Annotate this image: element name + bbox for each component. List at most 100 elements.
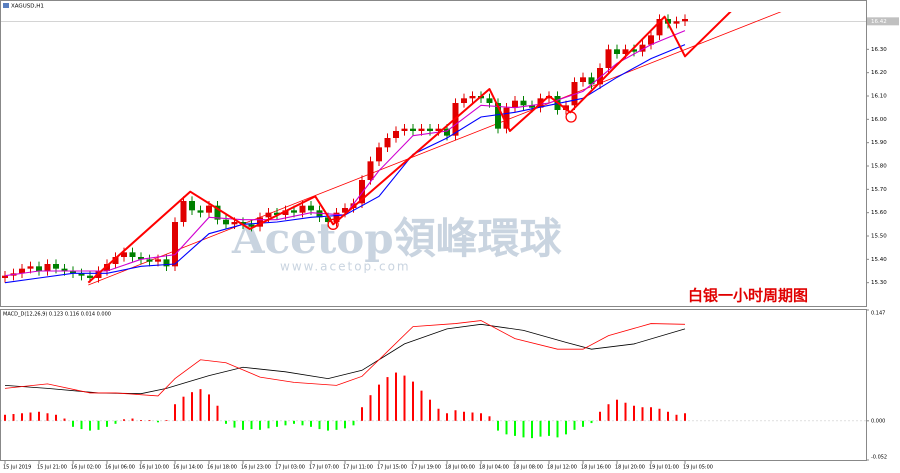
candle-body xyxy=(656,19,663,36)
histogram-bar xyxy=(63,418,66,421)
candle-body xyxy=(61,268,68,271)
candle-body xyxy=(121,252,127,257)
histogram-bar xyxy=(633,405,635,421)
histogram-bar xyxy=(463,411,465,421)
histogram-bar xyxy=(327,420,329,431)
candle-body xyxy=(444,128,450,136)
histogram-bar xyxy=(395,372,397,421)
histogram-bar xyxy=(165,420,168,421)
candle-body xyxy=(520,100,527,106)
candle-body xyxy=(146,259,153,262)
candle-body xyxy=(231,222,238,225)
y-tick-label: 15.30 xyxy=(871,280,887,286)
histogram-bar xyxy=(590,420,593,424)
histogram-bar xyxy=(556,420,559,438)
histogram-bar xyxy=(437,408,440,421)
x-tick-label: 18 Jul 00:00 xyxy=(445,465,475,471)
histogram-bar xyxy=(259,420,261,430)
candle-body xyxy=(580,77,586,82)
histogram-bar xyxy=(658,408,661,421)
histogram-bar xyxy=(403,375,406,421)
candle-body xyxy=(70,271,76,274)
y-tick-label: 15.50 xyxy=(871,234,887,240)
macd-title: MACD_D(12,26,9) 0.123 0.116 0.014 0.000 xyxy=(3,312,111,318)
histogram-bar xyxy=(55,414,57,421)
histogram-bar xyxy=(267,420,270,429)
candle-body xyxy=(223,219,229,225)
x-tick-label: 18 Jul 04:00 xyxy=(479,465,509,471)
histogram-bar xyxy=(471,412,474,421)
candle-body xyxy=(189,201,195,211)
macd-plot xyxy=(1,320,866,439)
candle-body xyxy=(359,180,365,204)
histogram-bar xyxy=(582,420,584,427)
candle-body xyxy=(673,21,680,24)
candle-body xyxy=(265,212,272,218)
candle-body xyxy=(461,98,467,103)
candle-body xyxy=(622,49,629,54)
candle-body xyxy=(342,208,348,213)
candle-body xyxy=(53,264,59,269)
histogram-bar xyxy=(378,384,380,421)
x-tick-label: 16 Jul 06:00 xyxy=(105,465,135,471)
histogram-bar xyxy=(641,407,644,421)
candle-body xyxy=(367,161,374,180)
candle-body xyxy=(197,210,204,213)
histogram-bar xyxy=(233,420,236,428)
candle-body xyxy=(631,49,637,52)
x-tick-label: 15 Jul 2019 xyxy=(3,465,31,471)
histogram-bar xyxy=(684,413,686,421)
histogram-bar xyxy=(565,420,567,435)
candle-body xyxy=(129,252,136,257)
candle-body xyxy=(486,98,493,103)
histogram-bar xyxy=(106,420,108,427)
last-price-label: 16.42 xyxy=(871,19,887,25)
histogram-bar xyxy=(505,420,508,435)
candle-body xyxy=(588,77,595,85)
histogram-bar xyxy=(148,420,151,421)
histogram-bar xyxy=(386,377,389,421)
candle-body xyxy=(401,128,408,131)
candle-body xyxy=(78,273,85,276)
histogram-bar xyxy=(446,413,448,421)
x-tick-label: 18 Jul 12:00 xyxy=(547,465,577,471)
histogram-bar xyxy=(352,420,355,426)
histogram-bar xyxy=(531,420,533,439)
y-tick-label: 16.10 xyxy=(871,94,887,100)
x-tick-label: 16 Jul 14:00 xyxy=(173,465,203,471)
x-tick-label: 17 Jul 15:00 xyxy=(377,465,407,471)
candle-body xyxy=(104,264,110,271)
histogram-bar xyxy=(480,413,482,421)
candle-body xyxy=(597,68,603,85)
histogram-bar xyxy=(420,390,423,421)
x-tick-label: 19 Jul 01:00 xyxy=(649,465,679,471)
histogram-bar xyxy=(191,392,193,421)
x-tick-label: 15 Jul 21:00 xyxy=(37,465,67,471)
candle-body xyxy=(512,100,518,108)
price-pane xyxy=(0,0,867,307)
candle-body xyxy=(299,205,306,213)
histogram-bar xyxy=(361,407,363,421)
histogram-bar xyxy=(293,420,295,424)
candle-body xyxy=(155,259,161,262)
candle-body xyxy=(172,222,178,267)
candle-body xyxy=(410,128,416,131)
marker-circle xyxy=(565,111,577,123)
x-tick-label: 16 Jul 18:00 xyxy=(207,465,237,471)
histogram-bar xyxy=(497,420,499,431)
histogram-bar xyxy=(284,420,287,426)
histogram-bar xyxy=(616,399,618,421)
histogram-bar xyxy=(335,420,338,430)
candle-body xyxy=(333,212,340,222)
candle-body xyxy=(138,257,144,260)
candle-body xyxy=(435,128,442,131)
macd-line xyxy=(4,323,686,395)
histogram-bar xyxy=(599,411,601,421)
annotation: 白银一小时周期图 xyxy=(688,287,808,305)
candle-body xyxy=(614,49,620,54)
histogram-bar xyxy=(97,420,100,430)
histogram-bar xyxy=(539,420,542,437)
histogram-bar xyxy=(225,420,227,424)
candle-body xyxy=(27,266,34,269)
